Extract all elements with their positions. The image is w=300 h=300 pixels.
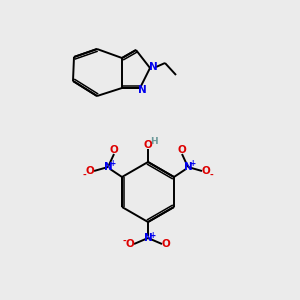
Text: -: - [122, 236, 126, 245]
Text: H: H [150, 137, 158, 146]
Text: N: N [144, 233, 152, 243]
Text: O: O [202, 166, 210, 176]
Text: O: O [162, 239, 170, 249]
Text: -: - [209, 170, 213, 179]
Text: O: O [144, 140, 152, 150]
Text: +: + [109, 160, 115, 169]
Text: O: O [178, 145, 186, 155]
Text: O: O [110, 145, 118, 155]
Text: N: N [138, 85, 146, 95]
Text: -: - [82, 170, 86, 179]
Text: N: N [184, 162, 192, 172]
Text: +: + [149, 230, 155, 239]
Text: N: N [148, 62, 158, 72]
Text: +: + [189, 160, 195, 169]
Text: O: O [126, 239, 134, 249]
Text: N: N [103, 162, 112, 172]
Text: O: O [85, 166, 94, 176]
